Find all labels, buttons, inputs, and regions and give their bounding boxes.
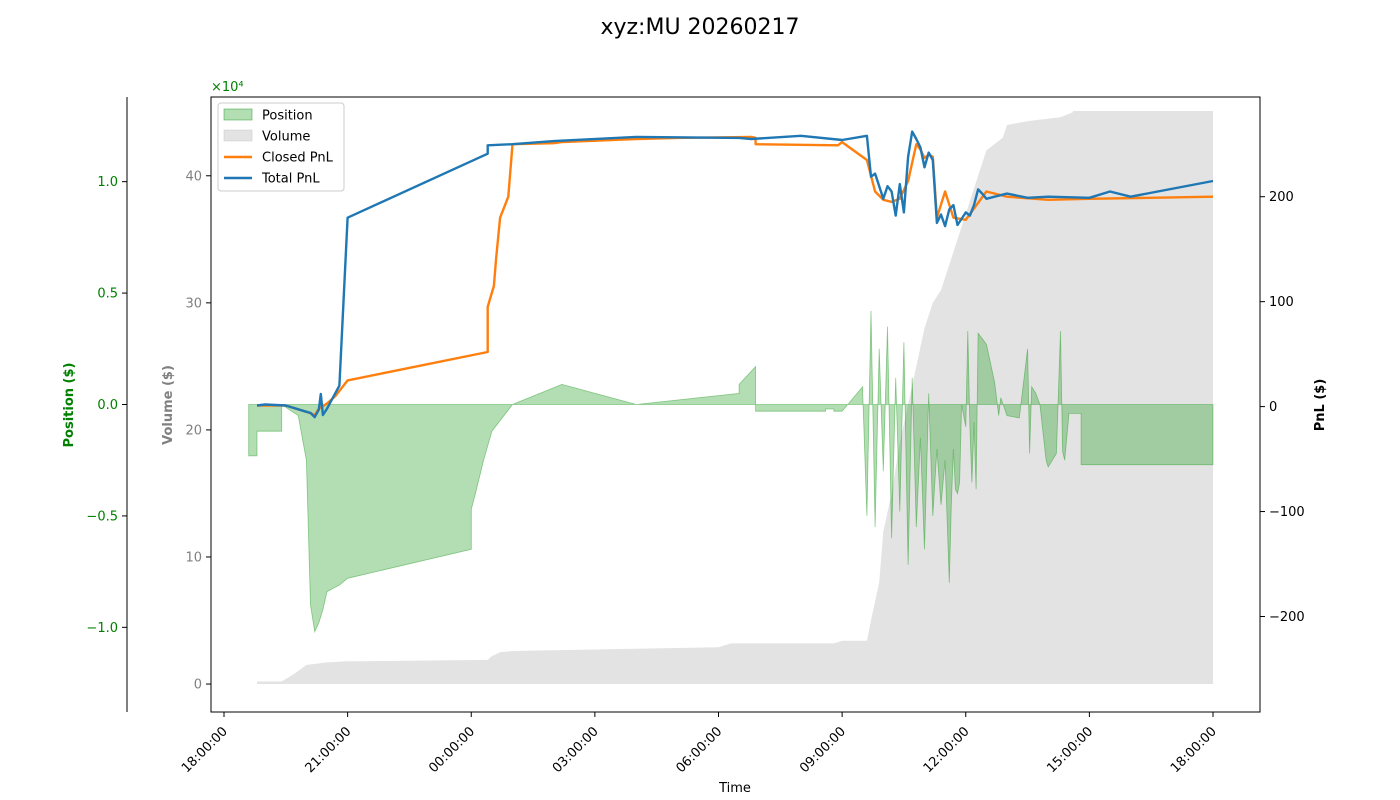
x-tick-label: 12:00:00 [921,724,973,776]
legend-label-position: Position [262,109,313,124]
position-area [248,310,1214,634]
volume-axis-label: Volume ($) [161,365,176,445]
position-axis-label: Position ($) [62,363,77,448]
legend-label-closed-pnl: Closed PnL [262,151,334,166]
position-tick-label: 0.0 [97,398,118,413]
volume-tick-label: 30 [185,296,202,311]
pnl-axis-label: PnL ($) [1313,379,1328,432]
pnl-tick-label: −100 [1269,505,1305,520]
pnl-tick-label: 100 [1269,295,1294,310]
x-tick-label: 21:00:00 [303,724,355,776]
volume-area-layer [248,111,1213,684]
volume-tick-label: 0 [194,678,202,693]
volume-area [248,111,1213,684]
pnl-tick-label: −200 [1269,610,1305,625]
legend-label-total-pnl: Total PnL [261,172,320,187]
pnl-tick-label: 0 [1269,400,1277,415]
x-tick-label: 03:00:00 [550,724,602,776]
position-tick-label: −1.0 [86,621,118,636]
position-axis-multiplier: ×10⁴ [211,80,244,95]
chart-title: xyz:MU 20260217 [600,15,799,40]
x-tick-label: 18:00:00 [1168,724,1220,776]
x-tick-label: 00:00:00 [426,724,478,776]
x-tick-label: 18:00:00 [179,724,231,776]
x-tick-label: 15:00:00 [1044,724,1096,776]
volume-tick-label: 20 [185,423,202,438]
total-pnl-line [256,130,1214,419]
position-area-layer [248,310,1214,634]
volume-tick-label: 40 [185,169,202,184]
pnl-lines-layer [256,130,1214,419]
x-tick-label: 09:00:00 [797,724,849,776]
legend-swatch-volume [223,129,253,142]
legend-swatch-position [223,108,253,121]
volume-tick-label: 10 [185,550,202,565]
legend-label-volume: Volume [262,130,310,145]
x-tick-label: 06:00:00 [673,724,725,776]
position-tick-label: 0.5 [97,287,118,302]
legend-box [217,102,345,192]
position-tick-label: 1.0 [97,175,118,190]
position-tick-label: −0.5 [86,509,118,524]
plot-frame [210,96,1261,713]
x-axis-label: Time [718,781,751,796]
pnl-tick-label: 200 [1269,190,1294,205]
closed-pnl-line [257,135,1214,417]
legend: Position Volume Closed PnL Total PnL [217,102,345,192]
